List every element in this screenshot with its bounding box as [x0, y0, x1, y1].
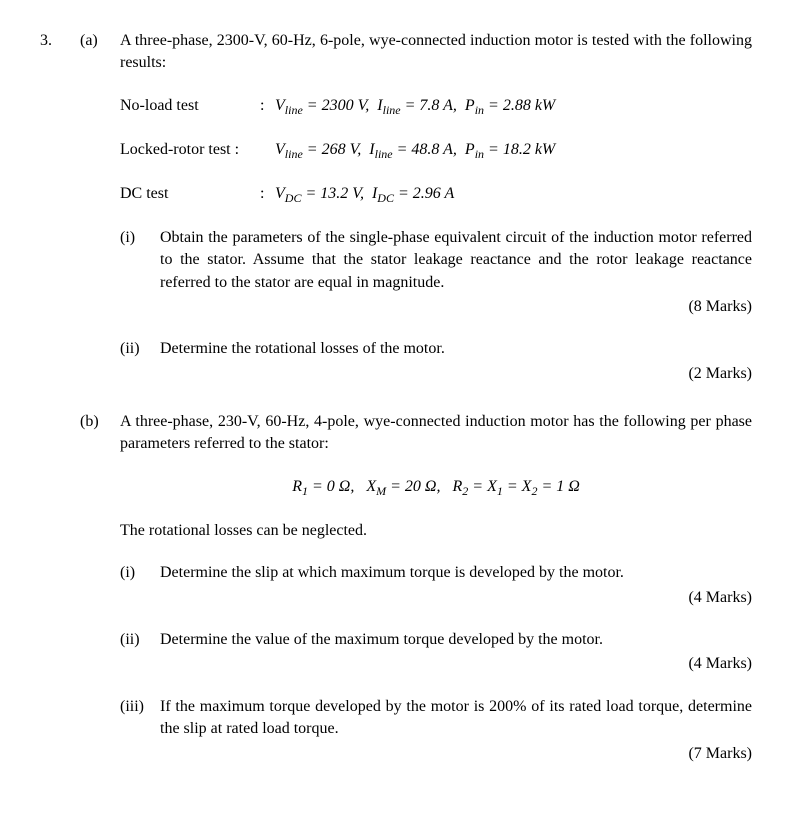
b-i-label: (i) — [120, 562, 160, 584]
b-params: R1 = 0 Ω, XM = 20 Ω, R2 = X1 = X2 = 1 Ω — [120, 476, 752, 500]
a-ii-label: (ii) — [120, 338, 160, 360]
lr-label: Locked-rotor test : — [120, 139, 260, 163]
a-i-row: (i) Obtain the parameters of the single-… — [40, 227, 752, 319]
part-b-intro: A three-phase, 230-V, 60-Hz, 4-pole, wye… — [120, 411, 752, 456]
b-iii-row: (iii) If the maximum torque developed by… — [40, 696, 752, 765]
nl-data: Vline = 2300 V, Iline = 7.8 A, Pin = 2.8… — [275, 95, 752, 119]
b-ii-label: (ii) — [120, 629, 160, 651]
question-number: 3. — [40, 30, 80, 52]
no-load-test-row: No-load test : Vline = 2300 V, Iline = 7… — [40, 95, 752, 119]
part-a-intro: A three-phase, 2300-V, 60-Hz, 6-pole, wy… — [120, 30, 752, 75]
part-b-label: (b) — [80, 411, 120, 433]
a-ii-marks: (2 Marks) — [160, 363, 752, 385]
lr-data: Vline = 268 V, Iline = 48.8 A, Pin = 18.… — [275, 139, 752, 163]
b-note-row: The rotational losses can be neglected. — [40, 520, 752, 542]
b-ii-marks: (4 Marks) — [160, 653, 752, 675]
nl-colon: : — [260, 95, 275, 119]
locked-rotor-test-row: Locked-rotor test : Vline = 268 V, Iline… — [40, 139, 752, 163]
a-i-marks: (8 Marks) — [160, 296, 752, 318]
b-params-row: R1 = 0 Ω, XM = 20 Ω, R2 = X1 = X2 = 1 Ω — [40, 476, 752, 500]
a-i-text: Obtain the parameters of the single-phas… — [160, 227, 752, 294]
a-ii-row: (ii) Determine the rotational losses of … — [40, 338, 752, 385]
nl-label: No-load test — [120, 95, 260, 119]
b-note: The rotational losses can be neglected. — [120, 520, 752, 542]
q3-b-intro-row: (b) A three-phase, 230-V, 60-Hz, 4-pole,… — [40, 411, 752, 456]
b-i-row: (i) Determine the slip at which maximum … — [40, 562, 752, 609]
q3-a-intro-row: 3. (a) A three-phase, 2300-V, 60-Hz, 6-p… — [40, 30, 752, 75]
b-iii-text: If the maximum torque developed by the m… — [160, 696, 752, 741]
b-iii-label: (iii) — [120, 696, 160, 718]
b-iii-marks: (7 Marks) — [160, 743, 752, 765]
b-i-marks: (4 Marks) — [160, 587, 752, 609]
a-ii-text: Determine the rotational losses of the m… — [160, 338, 752, 360]
part-a-label: (a) — [80, 30, 120, 52]
b-ii-row: (ii) Determine the value of the maximum … — [40, 629, 752, 676]
lr-colon — [260, 139, 275, 163]
b-i-text: Determine the slip at which maximum torq… — [160, 562, 752, 584]
dc-data: VDC = 13.2 V, IDC = 2.96 A — [275, 183, 752, 207]
a-i-label: (i) — [120, 227, 160, 249]
dc-label: DC test — [120, 183, 260, 207]
dc-colon: : — [260, 183, 275, 207]
dc-test-row: DC test : VDC = 13.2 V, IDC = 2.96 A — [40, 183, 752, 207]
b-ii-text: Determine the value of the maximum torqu… — [160, 629, 752, 651]
